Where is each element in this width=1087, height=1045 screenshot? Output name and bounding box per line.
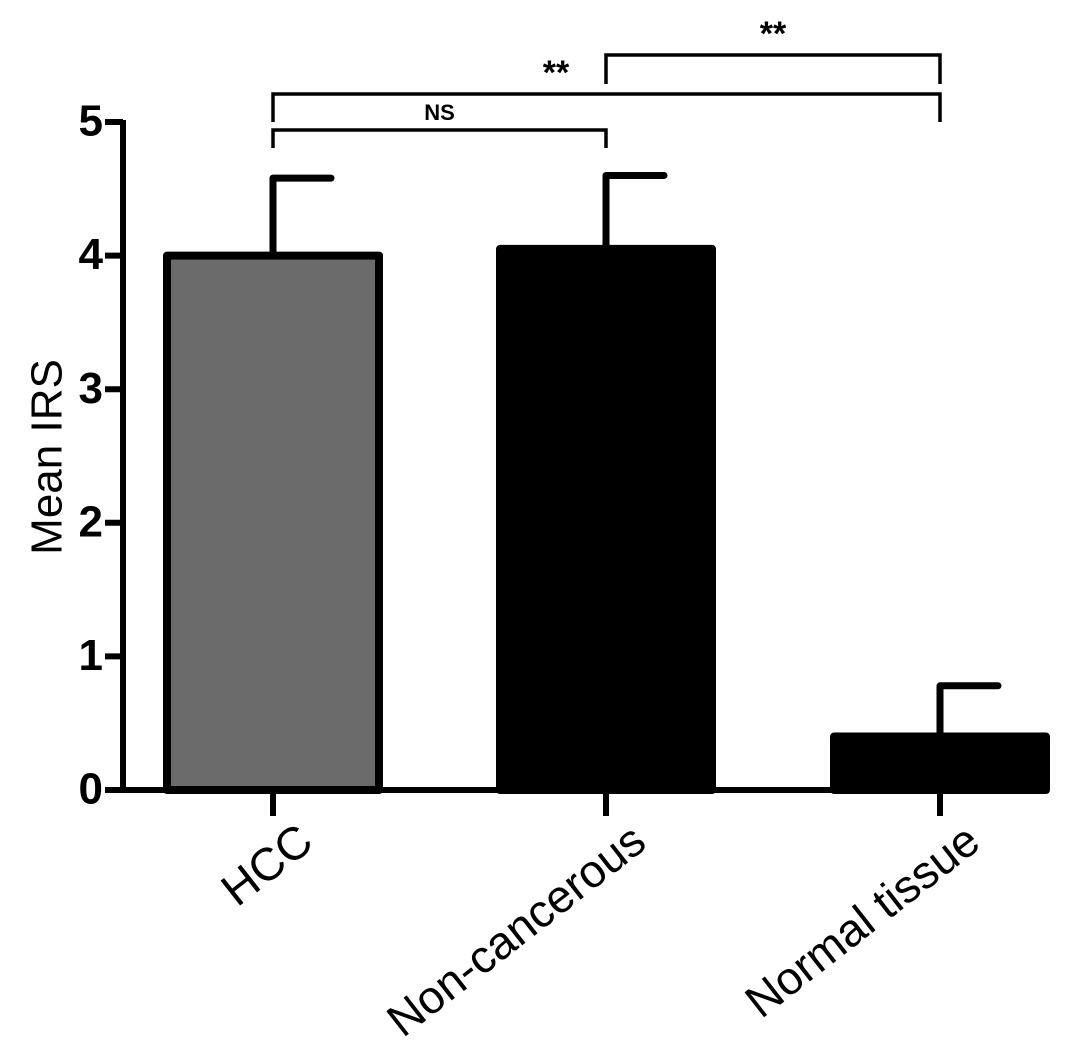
x-category-label: HCC	[211, 813, 322, 915]
significance-brackets: NS ** **	[271, 15, 942, 148]
significance-bracket	[271, 128, 608, 148]
bar-hcc	[163, 251, 383, 795]
significance-bracket	[604, 53, 942, 84]
y-tick-label: 5	[79, 97, 103, 146]
y-tick-label: 2	[79, 497, 103, 546]
significance-label: **	[543, 54, 570, 92]
significance-label: NS	[424, 100, 455, 125]
bars	[163, 244, 1050, 795]
significance-bracket	[271, 92, 942, 122]
y-tick-label: 4	[79, 230, 104, 279]
y-axis-title: Mean IRS	[23, 359, 72, 555]
x-category-label: Normal tissue	[735, 813, 989, 1027]
y-tick-label: 0	[79, 765, 103, 814]
significance-label: **	[760, 15, 787, 53]
y-tick-label: 1	[79, 631, 103, 680]
bar-normal-tissue	[830, 732, 1050, 794]
y-tick-label: 3	[79, 364, 103, 413]
x-category-label: Non-cancerous	[377, 813, 655, 1045]
bar-non-cancerous	[496, 244, 716, 795]
error-bars	[269, 171, 1002, 737]
